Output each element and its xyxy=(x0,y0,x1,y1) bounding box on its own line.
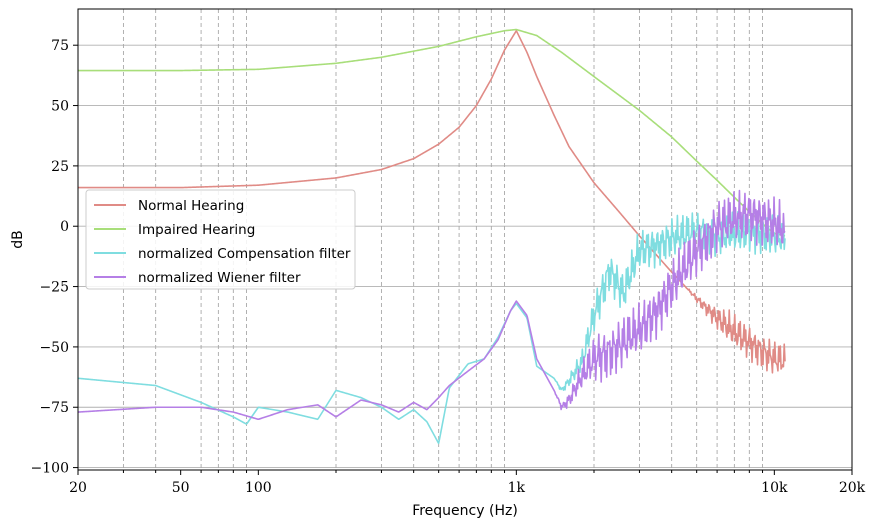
y-tick-label: −25 xyxy=(39,280,69,296)
x-tick-label: 1k xyxy=(508,480,526,496)
legend-label: Normal Hearing xyxy=(138,198,244,214)
legend-label: normalized Compensation filter xyxy=(138,246,351,262)
y-tick-label: 0 xyxy=(60,219,69,235)
y-axis-label: dB xyxy=(10,230,26,249)
x-axis-label: Frequency (Hz) xyxy=(412,503,518,519)
plot-frame xyxy=(77,8,853,471)
series-line xyxy=(77,210,786,445)
ticks: 20 50 100 1k 10k 20k 75 50 25 0 −25 −50 −75 −100 xyxy=(31,38,866,496)
y-tick-label: −75 xyxy=(39,400,69,416)
y-tick-label: 75 xyxy=(51,38,69,54)
y-tick-label: 50 xyxy=(51,99,69,115)
series-line xyxy=(77,29,786,374)
legend-label: normalized Wiener filter xyxy=(138,270,301,286)
x-tick-label: 20k xyxy=(839,480,866,496)
legend-label: Impaired Hearing xyxy=(138,222,255,238)
series-line xyxy=(77,28,786,237)
series-layer xyxy=(77,28,786,445)
legend: Normal Hearing Impaired Hearing normalized… xyxy=(85,189,356,290)
series-line xyxy=(77,189,786,421)
y-tick-label: 25 xyxy=(51,159,69,175)
x-tick-label: 50 xyxy=(172,480,190,496)
y-tick-label: −100 xyxy=(31,461,69,477)
legend-box xyxy=(85,189,356,290)
x-tick-label: 20 xyxy=(69,480,87,496)
x-tick-label: 100 xyxy=(245,480,272,496)
x-tick-label: 10k xyxy=(761,480,788,496)
y-tick-label: −50 xyxy=(39,340,69,356)
